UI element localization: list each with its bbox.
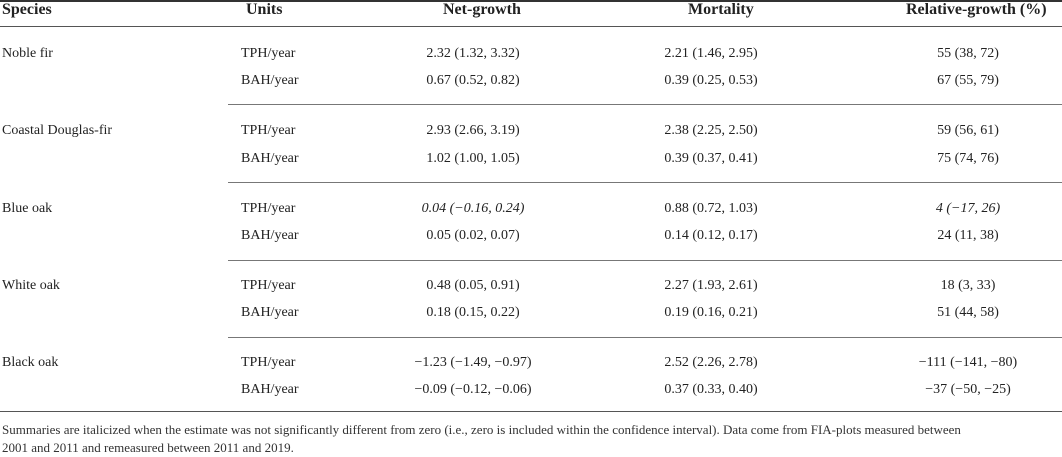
mortality-cell: 0.19 (0.16, 0.21) (664, 305, 758, 320)
relative-growth-cell: 51 (44, 58) (937, 305, 999, 320)
group-separator (228, 337, 1062, 338)
net-growth-cell: 0.04 (−0.16, 0.24) (421, 201, 525, 216)
net-growth-cell: 2.32 (1.32, 3.32) (426, 46, 520, 61)
relative-growth-cell: 67 (55, 79) (937, 73, 999, 88)
group-separator (228, 260, 1062, 261)
header-mortality: Mortality (688, 1, 754, 18)
header-relative-growth: Relative-growth (%) (906, 1, 1047, 18)
net-growth-cell: −0.09 (−0.12, −0.06) (414, 382, 532, 397)
units-cell: TPH/year (241, 278, 296, 293)
table-footnote: Summaries are italicized when the estima… (2, 421, 1060, 457)
header-net-growth: Net-growth (443, 1, 521, 18)
relative-growth-cell: 18 (3, 33) (940, 278, 996, 293)
group-separator (228, 104, 1062, 105)
relative-growth-cell: −37 (−50, −25) (925, 382, 1011, 397)
relative-growth-cell: 4 (−17, 26) (935, 201, 1001, 216)
net-growth-cell: 2.93 (2.66, 3.19) (426, 123, 520, 138)
units-cell: TPH/year (241, 46, 296, 61)
species-cell: Coastal Douglas-fir (2, 123, 113, 138)
footnote-line: 2001 and 2011 and remeasured between 201… (2, 440, 294, 455)
species-cell: White oak (2, 278, 60, 293)
mortality-cell: 0.39 (0.37, 0.41) (664, 151, 758, 166)
units-cell: BAH/year (241, 73, 299, 88)
units-cell: TPH/year (241, 355, 296, 370)
header-species: Species (2, 1, 52, 18)
net-growth-cell: 0.48 (0.05, 0.91) (426, 278, 520, 293)
units-cell: TPH/year (241, 123, 296, 138)
mortality-cell: 0.37 (0.33, 0.40) (664, 382, 758, 397)
units-cell: BAH/year (241, 228, 299, 243)
mortality-cell: 2.38 (2.25, 2.50) (664, 123, 758, 138)
header-rule (0, 26, 1062, 27)
table-top-rule (0, 0, 1062, 2)
net-growth-cell: −1.23 (−1.49, −0.97) (414, 355, 532, 370)
mortality-cell: 2.52 (2.26, 2.78) (664, 355, 758, 370)
group-separator (228, 182, 1062, 183)
relative-growth-cell: 55 (38, 72) (937, 46, 999, 61)
relative-growth-cell: −111 (−141, −80) (918, 355, 1018, 370)
units-cell: BAH/year (241, 382, 299, 397)
units-cell: BAH/year (241, 305, 299, 320)
species-cell: Noble fir (2, 46, 53, 61)
relative-growth-cell: 24 (11, 38) (937, 228, 999, 243)
species-cell: Blue oak (2, 201, 53, 216)
net-growth-cell: 0.18 (0.15, 0.22) (426, 305, 520, 320)
net-growth-cell: 0.05 (0.02, 0.07) (426, 228, 520, 243)
mortality-cell: 2.27 (1.93, 2.61) (664, 278, 758, 293)
mortality-cell: 2.21 (1.46, 2.95) (664, 46, 758, 61)
units-cell: BAH/year (241, 151, 299, 166)
mortality-cell: 0.14 (0.12, 0.17) (664, 228, 758, 243)
species-cell: Black oak (2, 355, 59, 370)
footnote-line: Summaries are italicized when the estima… (2, 422, 961, 437)
net-growth-cell: 1.02 (1.00, 1.05) (426, 151, 520, 166)
mortality-cell: 0.88 (0.72, 1.03) (664, 201, 758, 216)
mortality-cell: 0.39 (0.25, 0.53) (664, 73, 758, 88)
units-cell: TPH/year (241, 201, 296, 216)
relative-growth-cell: 59 (56, 61) (937, 123, 999, 138)
relative-growth-cell: 75 (74, 76) (937, 151, 999, 166)
table-bottom-rule (0, 411, 1062, 412)
net-growth-cell: 0.67 (0.52, 0.82) (426, 73, 520, 88)
header-units: Units (246, 1, 283, 18)
